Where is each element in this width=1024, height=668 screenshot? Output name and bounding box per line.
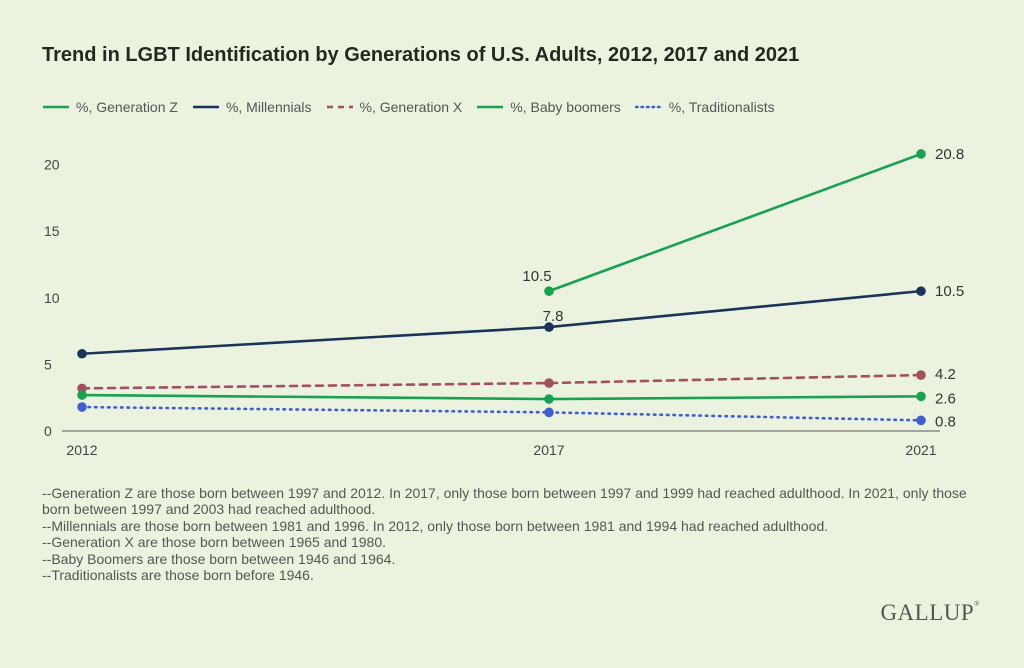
data-point-genx <box>916 370 926 380</box>
data-point-traditionalists <box>916 415 926 426</box>
legend-item-millennials: %, Millennials <box>192 99 312 115</box>
legend-item-baby-boomers: %, Baby boomers <box>476 99 621 115</box>
data-label-millennials: 7.8 <box>543 308 564 325</box>
data-label-boomers: 2.6 <box>935 390 956 407</box>
legend-swatch-millennials <box>192 105 219 109</box>
data-point-genz <box>916 149 926 159</box>
data-point-traditionalists <box>544 407 554 418</box>
y-tick-label: 5 <box>44 356 52 372</box>
series-line-genx <box>80 373 923 390</box>
y-tick-label: 10 <box>44 290 60 306</box>
note-traditionalists: --Traditionalists are those born before … <box>42 567 314 584</box>
legend-label: %, Traditionalists <box>668 99 775 115</box>
note-baby-boomers: --Baby Boomers are those born between 19… <box>42 550 396 567</box>
data-label-millennials: 10.5 <box>935 283 964 300</box>
logo-registered-mark: ® <box>974 600 980 608</box>
y-tick-label: 20 <box>44 157 60 173</box>
data-label-traditionalists: 0.8 <box>935 413 956 430</box>
data-label-genx: 4.2 <box>935 366 956 383</box>
legend-swatch-traditionalists <box>634 105 663 109</box>
legend-label: %, Millennials <box>225 99 312 115</box>
legend-label: %, Generation Z <box>76 99 178 115</box>
data-point-boomers <box>77 390 87 400</box>
series-line-boomers <box>80 393 923 401</box>
legend-swatch-generation-z <box>43 105 69 109</box>
series-line-traditionalists <box>80 405 923 422</box>
series-line-genz <box>547 152 923 293</box>
x-tick-label: 2021 <box>905 442 936 458</box>
note-generation-x: --Generation X are those born between 19… <box>42 534 387 551</box>
y-tick-label: 0 <box>44 423 52 439</box>
data-point-millennials <box>544 322 554 332</box>
chart-title: Trend in LGBT Identification by Generati… <box>42 44 800 66</box>
data-point-boomers <box>544 394 554 404</box>
logo-text: GALLUP <box>880 600 975 625</box>
series-line-millennials <box>80 289 923 356</box>
data-label-genz: 10.5 <box>522 268 551 285</box>
y-tick-label: 15 <box>44 223 60 239</box>
chart-legend: %, Generation Z %, Millennials %, Genera… <box>42 99 789 115</box>
data-point-boomers <box>916 391 926 402</box>
x-tick-label: 2017 <box>533 442 564 458</box>
legend-swatch-generation-x <box>326 105 353 109</box>
legend-label: %, Generation X <box>359 99 463 115</box>
legend-item-traditionalists: %, Traditionalists <box>634 99 775 115</box>
note-millennials: --Millennials are those born between 198… <box>42 517 829 534</box>
data-label-genz: 20.8 <box>935 146 964 163</box>
line-chart: 0 5 10 15 20 2012 2017 2021 10.5 20.8 7.8 10.5 4.2 2.… <box>44 146 964 458</box>
legend-swatch-baby-boomers <box>477 105 504 109</box>
note-generation-z: --Generation Z are those born between 19… <box>42 485 967 518</box>
x-tick-label: 2012 <box>66 442 97 458</box>
legend-item-generation-x: %, Generation X <box>326 99 463 115</box>
data-point-genx <box>77 383 87 394</box>
data-point-genx <box>544 378 554 388</box>
data-point-millennials <box>916 286 926 296</box>
legend-label: %, Baby boomers <box>510 99 621 115</box>
legend-item-generation-z: %, Generation Z <box>42 99 178 115</box>
chart-notes: --Generation Z are those born between 19… <box>42 485 987 583</box>
data-point-millennials <box>77 348 87 359</box>
data-point-genz <box>544 286 554 296</box>
gallup-logo: GALLUP® <box>880 600 980 626</box>
data-point-traditionalists <box>77 402 87 412</box>
